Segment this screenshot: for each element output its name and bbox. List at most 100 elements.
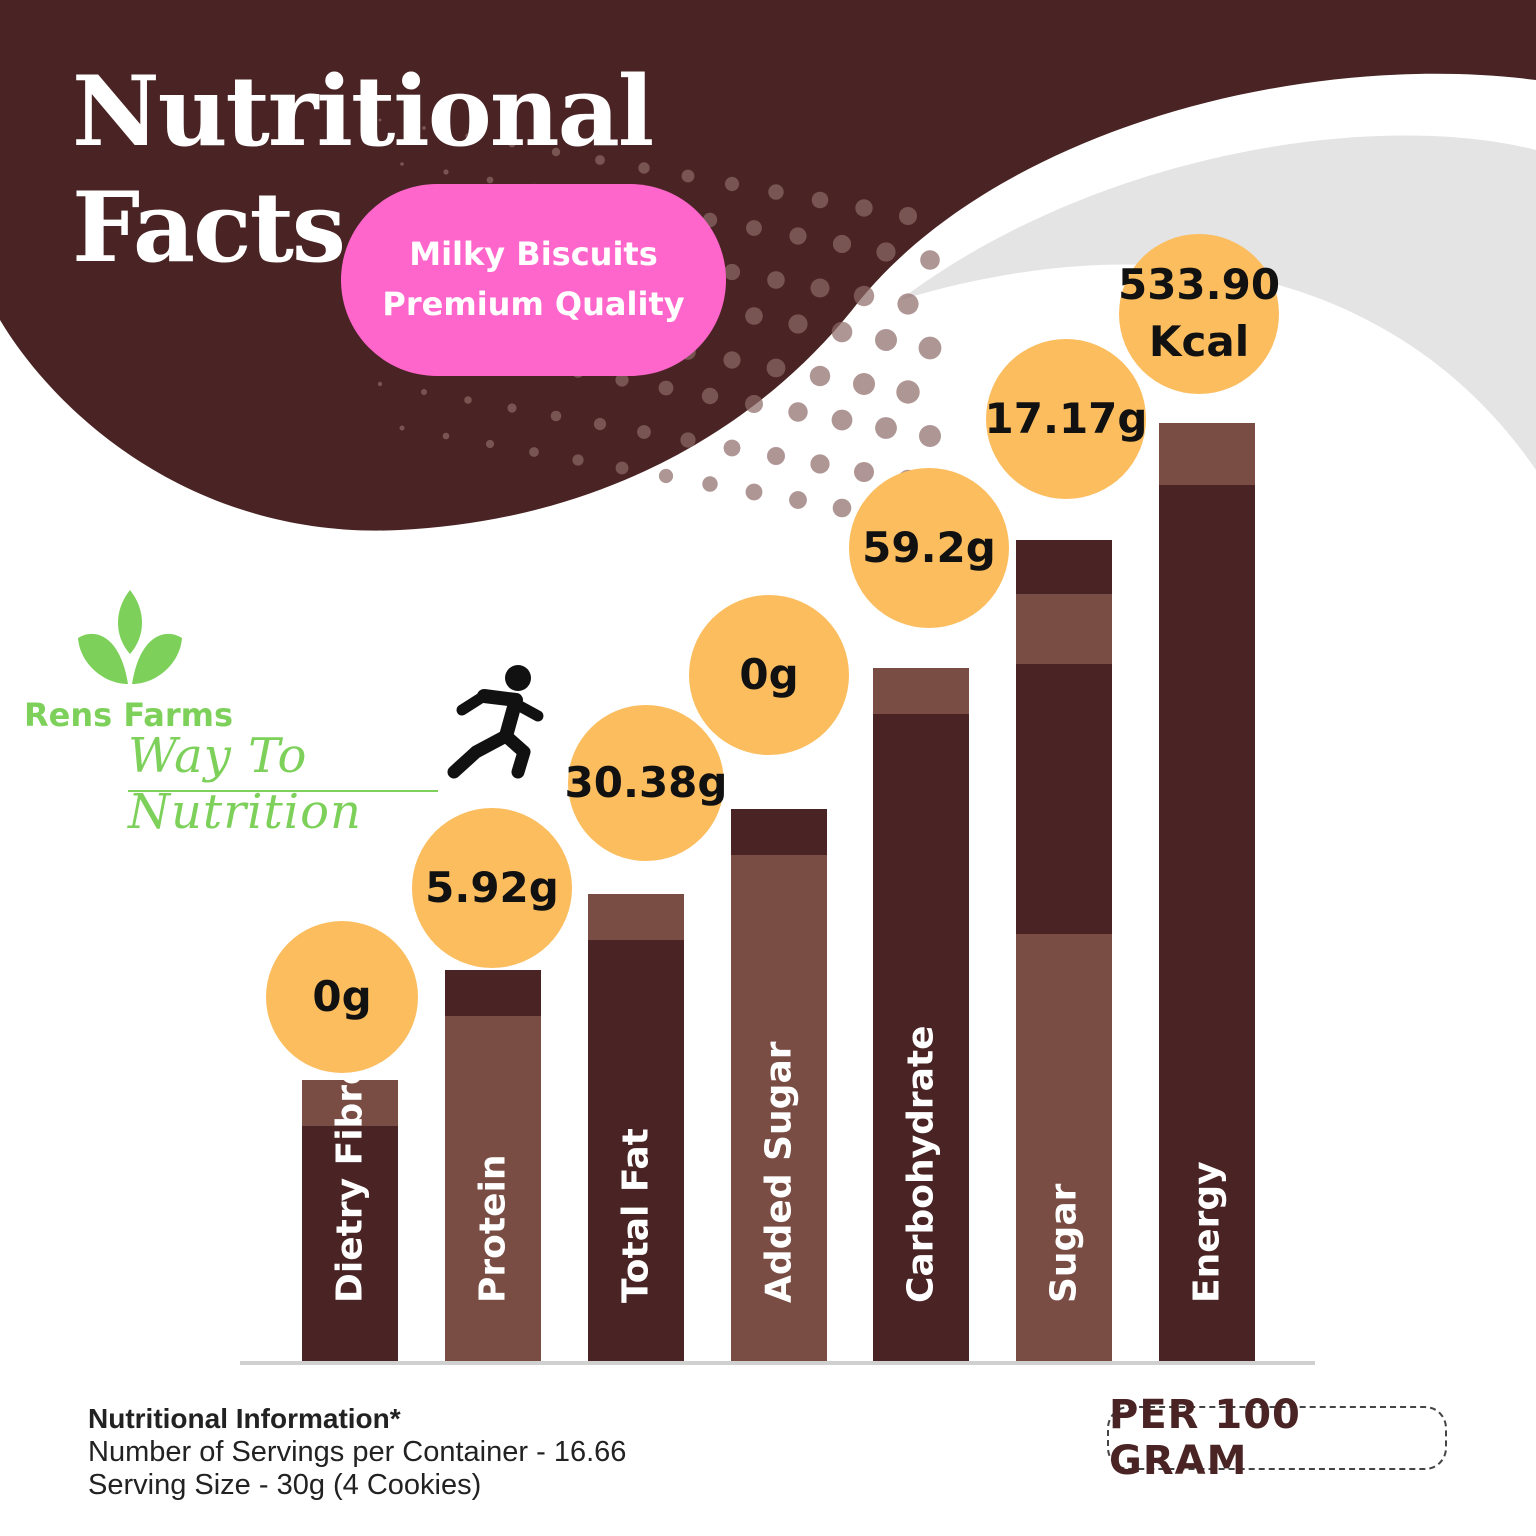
halftone-dot bbox=[766, 358, 786, 378]
halftone-dot bbox=[745, 395, 763, 413]
product-quality: Premium Quality bbox=[382, 285, 685, 323]
value-bubble: 0g bbox=[266, 921, 418, 1073]
halftone-dot bbox=[529, 447, 539, 457]
bar-added-sugar: Added Sugar bbox=[731, 809, 827, 1362]
bar-cap bbox=[302, 1080, 398, 1126]
bar-label: Dietry Fibre bbox=[329, 1080, 371, 1303]
halftone-dot bbox=[809, 365, 831, 387]
halftone-dot bbox=[788, 314, 808, 334]
halftone-dot bbox=[658, 380, 674, 396]
bar-label: Energy bbox=[1186, 1161, 1228, 1303]
halftone-dot bbox=[399, 425, 405, 431]
halftone-dot bbox=[507, 403, 517, 413]
brand-tagline: Way To Nutrition bbox=[128, 728, 362, 840]
info-heading: Nutritional Information* bbox=[88, 1403, 401, 1434]
halftone-dot bbox=[875, 329, 897, 351]
halftone-dot bbox=[615, 373, 629, 387]
halftone-dot bbox=[400, 162, 404, 166]
halftone-dot bbox=[701, 387, 719, 405]
bar-total-fat: Total Fat bbox=[588, 894, 684, 1362]
runner-icon bbox=[447, 665, 544, 779]
bar-sugar: Sugar bbox=[1016, 540, 1112, 1362]
halftone-dot bbox=[681, 169, 695, 183]
halftone-dot bbox=[572, 454, 584, 466]
bar-carbohydrate: Carbohydrate bbox=[873, 668, 969, 1362]
halftone-dot bbox=[593, 417, 607, 431]
halftone-dot bbox=[899, 207, 917, 225]
nutritional-info: Nutritional Information* Number of Servi… bbox=[88, 1402, 626, 1502]
bar-energy: Energy bbox=[1159, 423, 1255, 1362]
halftone-dot bbox=[855, 199, 873, 217]
halftone-dot bbox=[658, 468, 674, 484]
bar-dietry-fibre: Dietry Fibre bbox=[302, 1080, 398, 1362]
halftone-dots bbox=[377, 118, 942, 534]
halftone-dot bbox=[464, 396, 472, 404]
halftone-dot bbox=[767, 271, 785, 289]
halftone-dot bbox=[832, 234, 852, 254]
halftone-dot bbox=[421, 389, 427, 395]
halftone-dot bbox=[723, 351, 741, 369]
halftone-dot bbox=[746, 220, 762, 236]
bar-cap bbox=[445, 970, 541, 1016]
halftone-dot bbox=[485, 439, 495, 449]
product-badge: Milky Biscuits Premium Quality bbox=[341, 184, 726, 376]
page-title-line-1: Nutritional bbox=[72, 55, 654, 168]
halftone-dot bbox=[638, 162, 650, 174]
halftone-dot bbox=[637, 425, 651, 439]
halftone-dot bbox=[831, 321, 853, 343]
bar-label: Carbohydrate bbox=[900, 1025, 942, 1303]
halftone-dot bbox=[465, 133, 471, 139]
value-bubble: 59.2g bbox=[849, 468, 1009, 628]
halftone-dot bbox=[918, 336, 942, 360]
halftone-dot bbox=[550, 410, 562, 422]
halftone-dot bbox=[745, 307, 763, 325]
halftone-dot bbox=[789, 491, 807, 509]
halftone-dot bbox=[853, 285, 875, 307]
halftone-dot bbox=[875, 417, 897, 439]
halftone-dot bbox=[810, 278, 830, 298]
servings-per-container: Number of Servings per Container - 16.66 bbox=[88, 1436, 627, 1468]
tagline-underline bbox=[128, 790, 438, 792]
halftone-dot bbox=[789, 227, 807, 245]
halftone-dot bbox=[680, 432, 696, 448]
halftone-dot bbox=[486, 176, 494, 184]
bar-cap bbox=[873, 668, 969, 714]
value-bubble: 533.90 Kcal bbox=[1118, 234, 1280, 394]
halftone-dot bbox=[767, 447, 785, 465]
halftone-dot bbox=[551, 147, 561, 157]
gray-swoosh bbox=[900, 135, 1536, 470]
halftone-dot bbox=[378, 118, 382, 122]
bar-label: Sugar bbox=[1043, 1183, 1085, 1303]
brand-name: Rens Farms bbox=[24, 696, 234, 734]
halftone-dot bbox=[724, 176, 740, 192]
serving-size: Serving Size - 30g (4 Cookies) bbox=[88, 1469, 482, 1501]
bar-label: Protein bbox=[472, 1154, 514, 1303]
bar-cap bbox=[731, 809, 827, 855]
halftone-dot bbox=[768, 184, 784, 200]
bar-label: Added Sugar bbox=[758, 1041, 800, 1304]
halftone-dot bbox=[422, 126, 426, 130]
halftone-dot bbox=[702, 476, 718, 492]
halftone-dot bbox=[810, 454, 830, 474]
bar-cap bbox=[588, 894, 684, 940]
value-bubble: 30.38g bbox=[565, 705, 727, 861]
halftone-dot bbox=[745, 483, 763, 501]
value-bubble: 17.17g bbox=[985, 339, 1147, 499]
halftone-dot bbox=[854, 462, 874, 482]
halftone-dot bbox=[508, 140, 516, 148]
halftone-dot bbox=[377, 381, 383, 387]
halftone-dot bbox=[853, 373, 875, 395]
bar-protein: Protein bbox=[445, 970, 541, 1362]
halftone-dot bbox=[723, 263, 741, 281]
dark-wave-header bbox=[0, 0, 1536, 531]
chart-baseline bbox=[240, 1361, 1315, 1365]
bar-cap bbox=[1159, 423, 1255, 485]
page-title-line-2: Facts bbox=[72, 171, 346, 284]
halftone-dot bbox=[876, 242, 896, 262]
halftone-dot bbox=[919, 425, 941, 447]
halftone-dot bbox=[615, 461, 629, 475]
leaf-icon bbox=[78, 590, 182, 684]
bar-label: Total Fat bbox=[615, 1128, 657, 1303]
halftone-dot bbox=[920, 250, 940, 270]
